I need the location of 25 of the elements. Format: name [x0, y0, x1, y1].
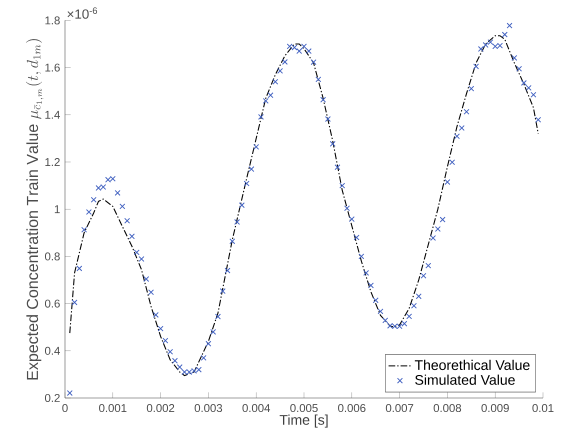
x-tick-label: 0: [62, 404, 68, 412]
x-tick-label: 0.007: [386, 404, 414, 412]
y-tick-label: 1: [54, 205, 60, 214]
y-tick-label: 1.6: [45, 64, 60, 72]
x-tick-label: 0.01: [532, 404, 554, 412]
x-tick-label: 0.004: [242, 404, 270, 412]
y-axis-title: $\mathrm{Expected\ Concentration\ Train\ Value}\ \mu_{\bar{c}_{1,m}}(t,d_{1m})$: [26, 39, 44, 380]
x-tick-label: 0.005: [290, 404, 318, 412]
legend-label: Simulated Value: [415, 374, 515, 385]
x-tick-label: 0.002: [146, 404, 174, 412]
text: ×10$^{-6}$: [68, 7, 98, 19]
x-axis-title: Time [s]: [280, 414, 328, 428]
x-tick-label: 0.008: [434, 404, 462, 412]
y-tick-label: 0.2: [44, 394, 60, 402]
legend-label: Theorethical Value: [414, 360, 530, 370]
x-tick-label: 0.003: [194, 404, 222, 412]
x-tick-label: 0.009: [481, 404, 509, 412]
y-tick-label: 0.4: [44, 346, 60, 355]
y-tick-label: 1.2: [45, 158, 60, 166]
x-tick-label: 0.001: [99, 404, 126, 412]
y-tick-label: 0.6: [44, 300, 60, 308]
y-tick-label: 0.8: [44, 252, 60, 260]
y-tick-label: 1.8: [45, 16, 60, 24]
y-tick-label: 1.4: [45, 110, 60, 119]
x-tick-label: 0.006: [338, 404, 366, 412]
